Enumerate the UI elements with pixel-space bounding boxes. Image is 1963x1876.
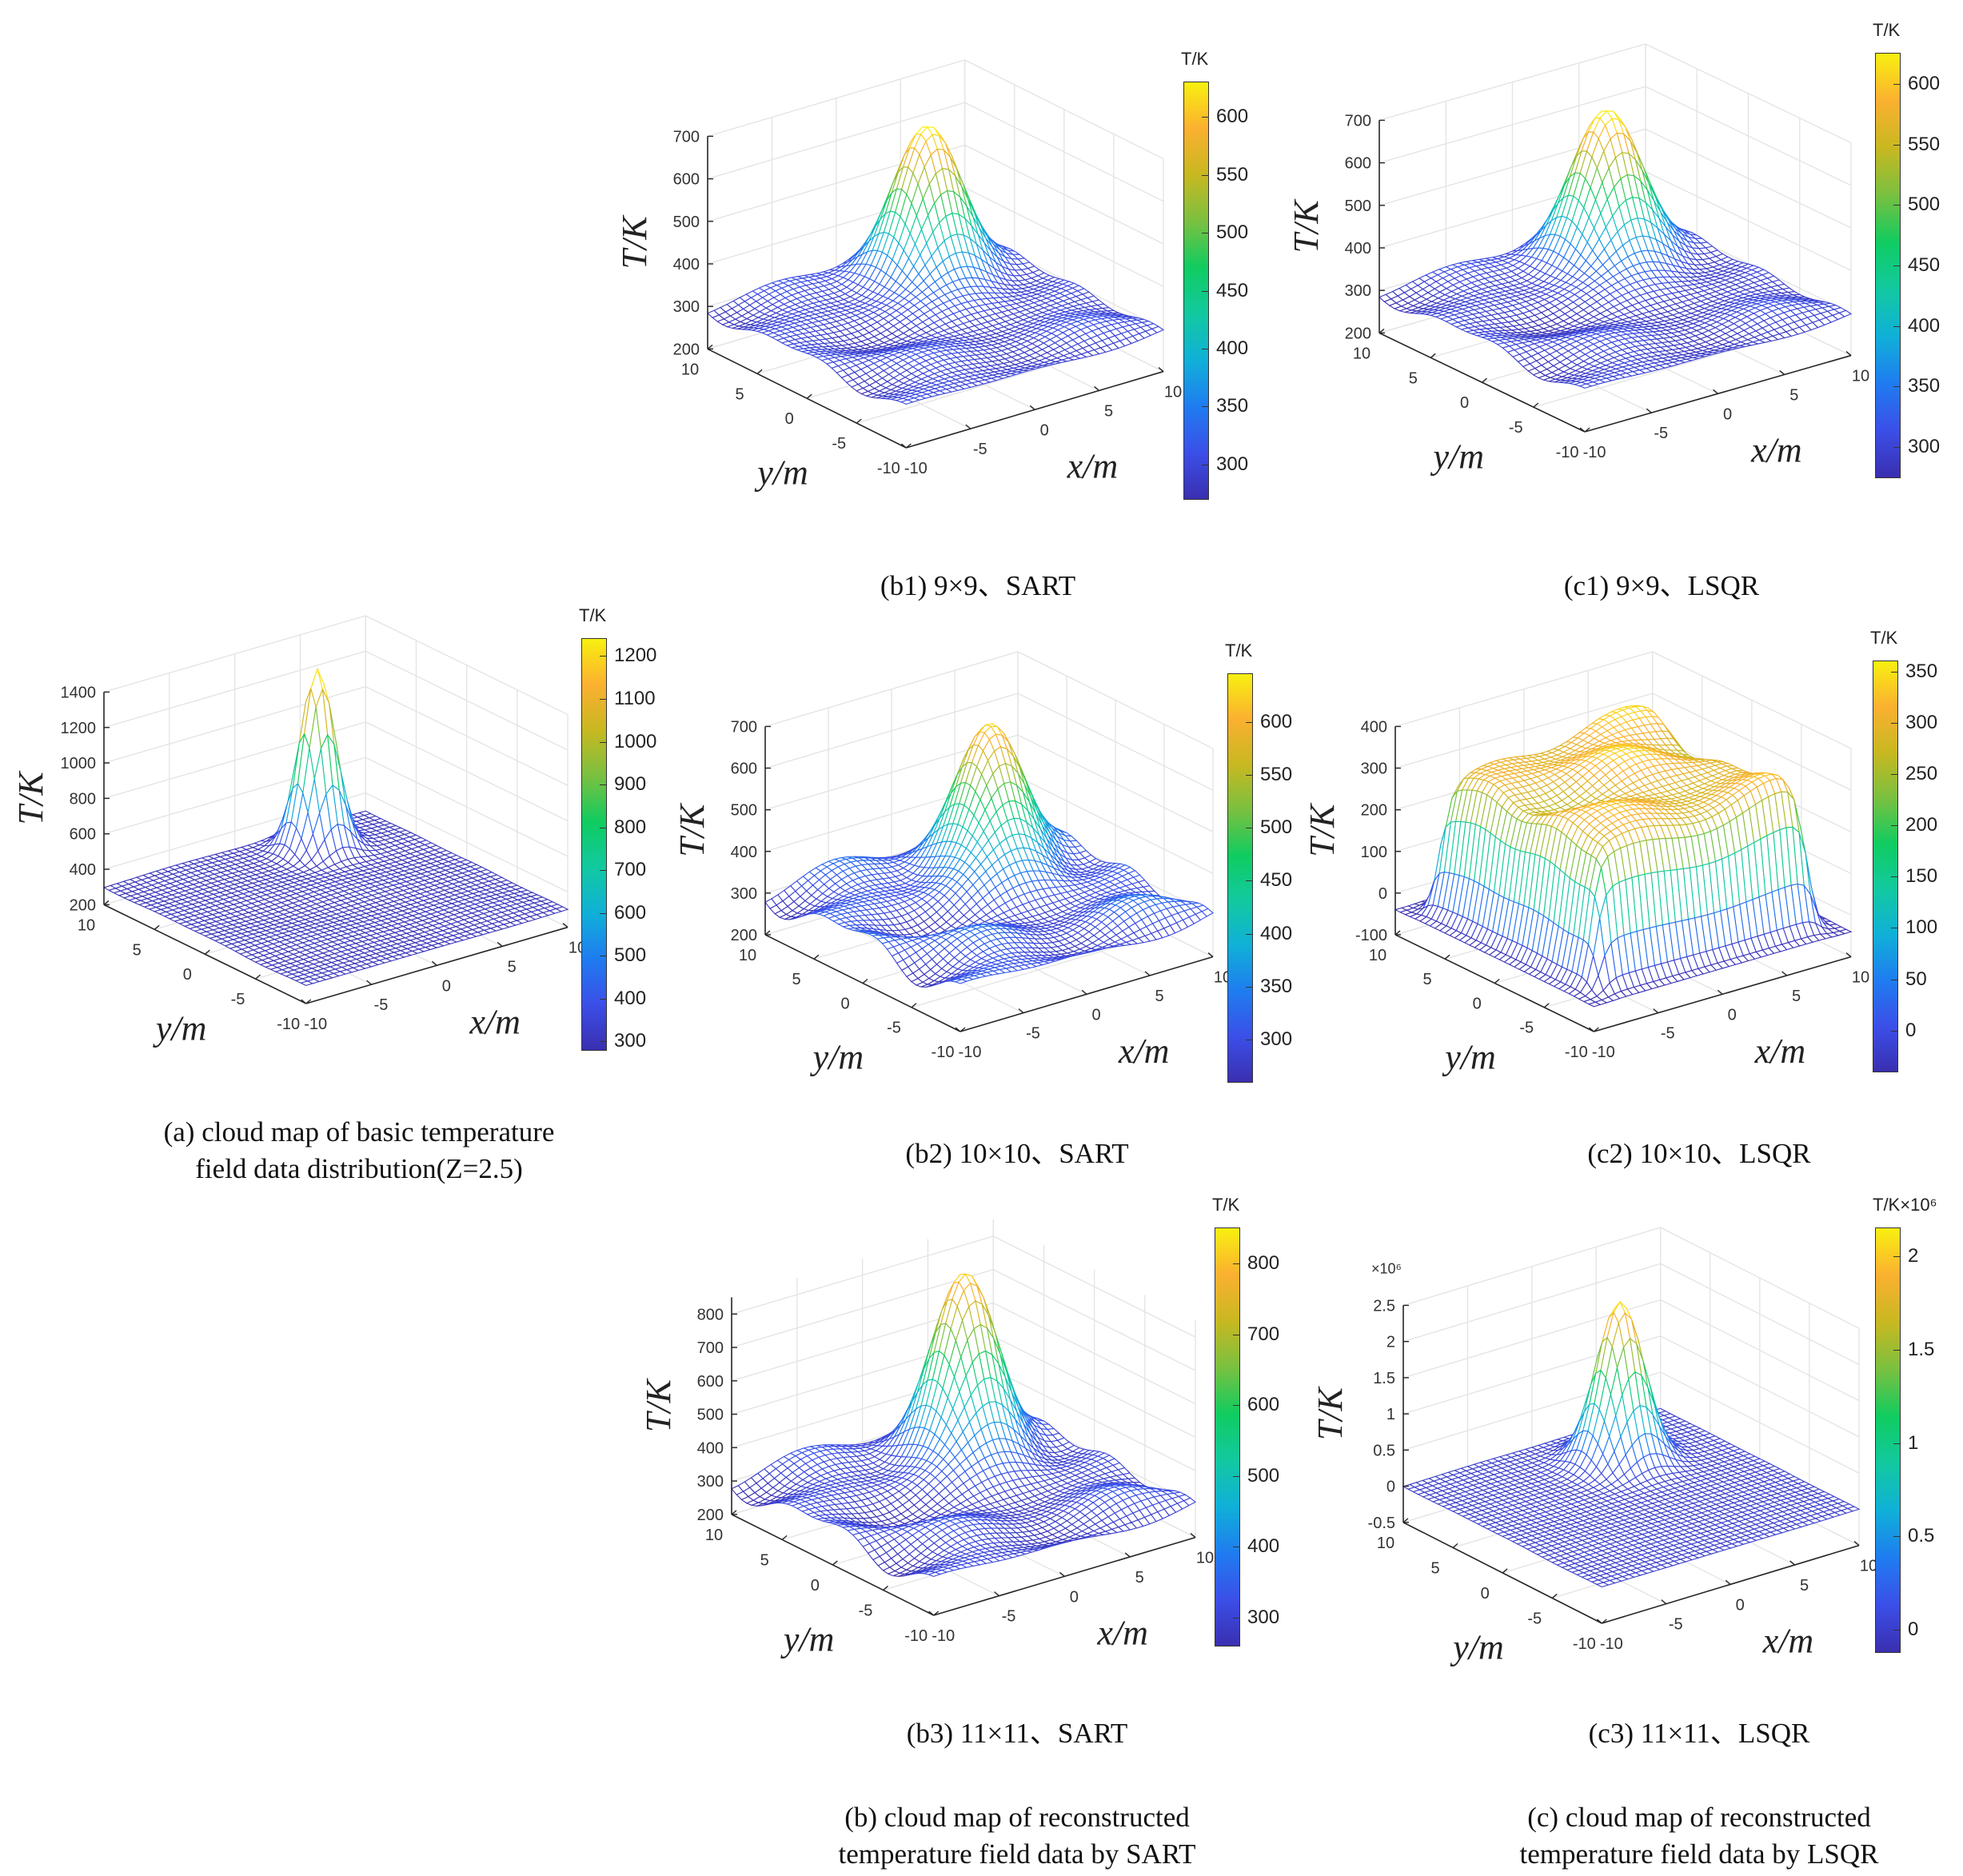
- y-axis-line: [103, 904, 307, 1004]
- z-tick-label: 200: [673, 341, 700, 358]
- y-tick: [204, 949, 210, 955]
- z-tick-label: 300: [673, 298, 700, 316]
- grid-line: [365, 615, 569, 716]
- z-tick-label: 200: [70, 896, 96, 914]
- grid-line: [103, 650, 366, 728]
- x-tick-label: 5: [1789, 386, 1798, 404]
- surface-plot-a: -10 -5 0 5 10 -10 -5 0 5 10 200 400 600 800 1000 1200 14…: [11, 604, 586, 1100]
- y-tick-label: -5: [832, 435, 846, 453]
- grid-line: [964, 186, 1164, 287]
- y-tick-label: 0: [183, 966, 192, 984]
- x-tick-label: -10: [904, 460, 928, 477]
- grid-line: [707, 59, 965, 138]
- grid-line: [365, 721, 569, 822]
- x-tick-label: 5: [1104, 402, 1113, 420]
- x-tick: [562, 923, 569, 928]
- y-tick-label: 10: [681, 361, 699, 378]
- x-tick-label: 10: [1852, 368, 1869, 385]
- y-tick-label: -5: [1509, 419, 1523, 437]
- y-axis-label: y/m: [153, 1009, 207, 1048]
- x-tick-label: 0: [1723, 405, 1732, 423]
- z-tick-label: 600: [70, 826, 96, 844]
- z-tick-label: 800: [70, 790, 96, 808]
- z-tick-label: 1200: [61, 720, 97, 737]
- y-tick-label: -10: [277, 1016, 300, 1033]
- z-tick-label: 400: [673, 256, 700, 273]
- y-tick: [255, 974, 261, 980]
- z-tick-label: 500: [673, 214, 700, 231]
- x-tick-label: 0: [1040, 421, 1049, 439]
- y-tick-label: 5: [736, 385, 744, 403]
- z-tick-label: 400: [70, 861, 96, 879]
- x-tick-label: -5: [1654, 425, 1668, 442]
- surface-svg: -10-50510-10-50510200300400500600700x/my…: [1287, 43, 1869, 477]
- x-axis-label: x/m: [469, 1003, 521, 1042]
- grid-line: [964, 102, 1164, 202]
- y-tick: [305, 999, 312, 1004]
- z-tick-label: 600: [673, 171, 700, 189]
- mesh-cell: [299, 980, 314, 986]
- x-axis-line: [305, 926, 569, 1004]
- x-tick: [497, 941, 503, 947]
- x-tick: [301, 999, 307, 1004]
- grid-line: [103, 615, 366, 693]
- y-tick-label: -5: [231, 991, 245, 1008]
- x-tick-label: 10: [1164, 384, 1182, 401]
- grid-line: [964, 59, 1164, 160]
- x-tick-label: -5: [374, 996, 389, 1014]
- grid-line: [365, 756, 569, 857]
- surface-plot-c1: -10 -5 0 5 10 -10 -5 0 5 10 200 300 400 500 600 700 x/m y…: [1287, 32, 1869, 528]
- y-tick-label: 10: [78, 916, 95, 934]
- x-tick-label: -10: [304, 1016, 327, 1033]
- z-tick-label: 1000: [61, 755, 97, 772]
- grid-line: [707, 102, 965, 180]
- x-tick-label: -10: [1583, 444, 1606, 461]
- y-tick-label: 5: [133, 941, 142, 959]
- x-tick-label: -5: [973, 441, 987, 458]
- surface-svg: -10 -5 0 5 10 -10 -5 0 5 10 200 300 400 500 600 700 x/m y…: [615, 59, 1182, 493]
- grid-line: [964, 144, 1164, 245]
- grid-line: [365, 650, 569, 751]
- x-tick: [431, 960, 437, 966]
- grid-line: [365, 686, 569, 786]
- x-tick-label: 5: [508, 958, 517, 976]
- surface-plot-b1: -10 -5 0 5 10 -10 -5 0 5 10 200 300 400 500 600 700 x/m y…: [615, 48, 1182, 544]
- y-tick-label: -10: [877, 460, 900, 477]
- surface-svg: -10-50510-10-505102004006008001000120014…: [11, 615, 586, 1048]
- z-axis-label: T/K: [615, 214, 654, 269]
- x-axis-label: x/m: [1067, 447, 1119, 486]
- grid-line: [365, 792, 569, 892]
- x-tick-label: 0: [442, 977, 451, 995]
- y-tick: [154, 924, 160, 930]
- y-tick: [103, 900, 110, 905]
- y-tick-label: 0: [785, 410, 794, 428]
- y-axis-label: y/m: [754, 453, 808, 493]
- z-axis-label: T/K: [11, 770, 50, 825]
- x-tick: [366, 980, 372, 985]
- y-tick-label: -10: [1556, 444, 1579, 461]
- z-tick-label: 700: [673, 128, 700, 146]
- z-tick-label: 1400: [61, 684, 97, 701]
